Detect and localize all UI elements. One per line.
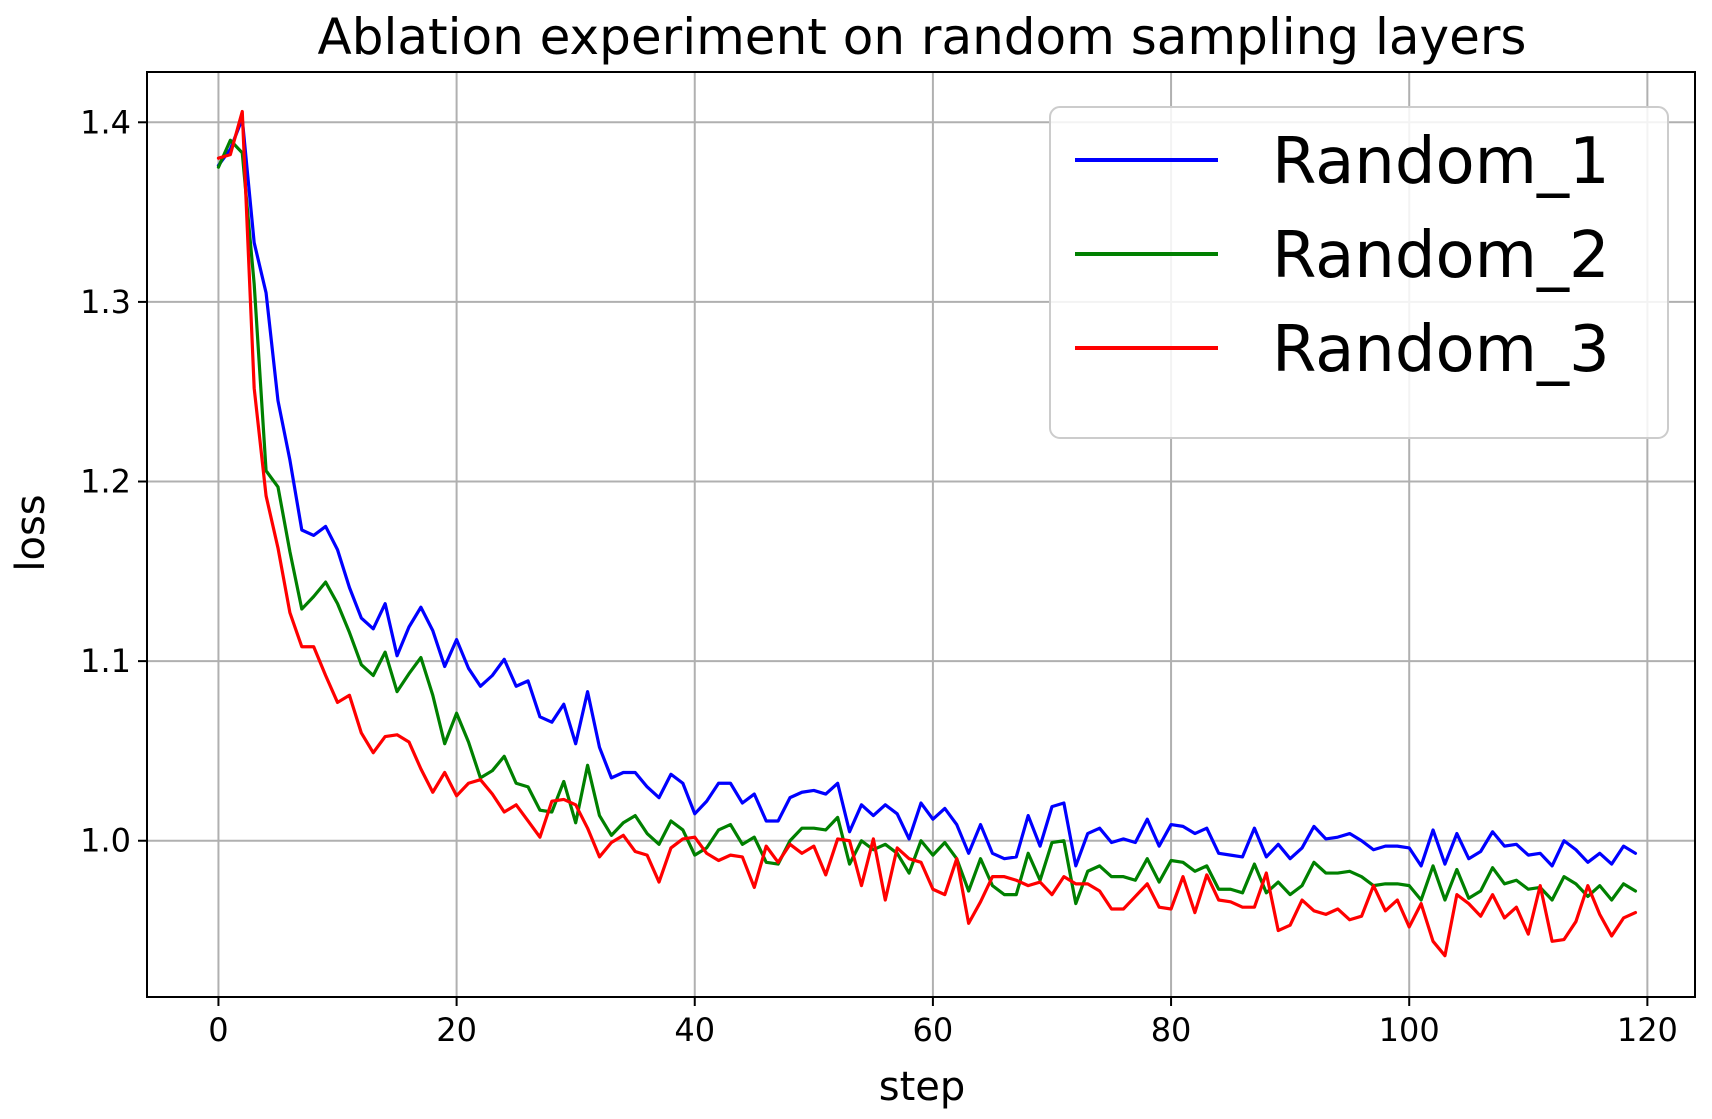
y-tick-label: 1.1 (80, 642, 131, 680)
y-tick-label: 1.0 (80, 822, 131, 860)
y-tick-label: 1.3 (80, 283, 131, 321)
series-line-random-2 (216, 138, 1638, 906)
x-tick-label: 0 (208, 1011, 228, 1049)
x-tick-label: 80 (1151, 1011, 1192, 1049)
legend-label: Random_1 (1272, 125, 1610, 199)
y-axis-label: loss (8, 494, 54, 571)
series-line-random-3 (216, 109, 1638, 958)
legend-label: Random_3 (1272, 313, 1610, 387)
y-tick-label: 1.2 (80, 463, 131, 501)
y-tick-label: 1.4 (80, 103, 131, 141)
x-tick-label: 60 (913, 1011, 954, 1049)
legend: Random_1 Random_2 Random_3 (1049, 106, 1669, 439)
x-tick-label: 20 (436, 1011, 477, 1049)
series-line-random-1 (216, 117, 1638, 868)
legend-box (1049, 106, 1669, 439)
chart-title: Ablation experiment on random sampling l… (318, 8, 1527, 66)
axis-ticks: 0 20 40 60 80 100 120 1.0 1.1 1.2 1.3 1.4 (80, 103, 1678, 1049)
plot-frame (146, 71, 1696, 998)
x-tick-label: 100 (1379, 1011, 1440, 1049)
x-tick-label: 40 (674, 1011, 715, 1049)
x-axis-label: step (879, 1064, 966, 1110)
series-lines (216, 109, 1638, 958)
legend-label: Random_2 (1272, 219, 1610, 293)
x-tick-label: 120 (1617, 1011, 1678, 1049)
